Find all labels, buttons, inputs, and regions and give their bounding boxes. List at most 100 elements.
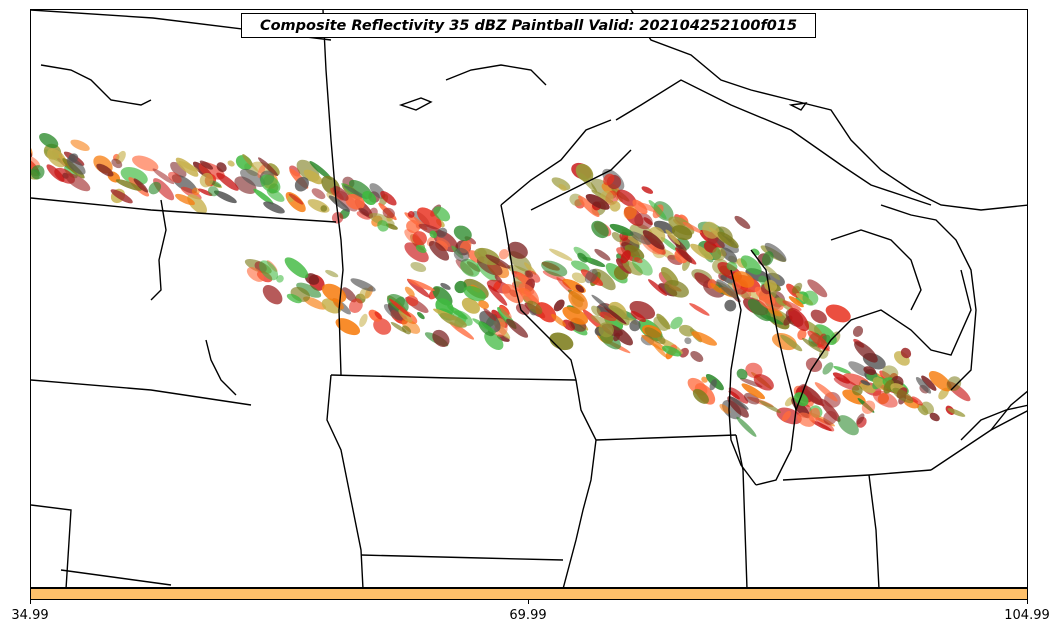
- paintball-blob: [401, 325, 412, 335]
- paintball-blob: [309, 160, 332, 181]
- paintball-blob: [506, 318, 529, 338]
- paintball-blob: [591, 294, 610, 310]
- paintball-blob: [741, 383, 766, 400]
- paintball-layer: [31, 133, 971, 437]
- canada-north-shore: [630, 10, 1027, 211]
- paintball-blob: [726, 261, 738, 272]
- paintball-blob: [863, 366, 876, 375]
- paintball-blob: [620, 250, 631, 264]
- paintball-blob: [541, 260, 568, 277]
- paintball-blob: [811, 420, 832, 431]
- paintball-blob: [253, 188, 274, 205]
- paintball-blob: [494, 275, 503, 284]
- paintball-blob: [823, 410, 837, 425]
- paintball-blob: [861, 400, 876, 414]
- iowa-west: [326, 374, 364, 587]
- paintball-blob: [851, 385, 863, 396]
- paintball-blob: [416, 207, 442, 230]
- paintball-blob: [111, 158, 123, 169]
- paintball-blob: [802, 337, 822, 353]
- map-canvas: [31, 10, 1027, 587]
- paintball-blob: [712, 247, 726, 261]
- paintball-blob: [152, 168, 175, 185]
- paintball-blob: [406, 295, 419, 307]
- paintball-blob: [216, 172, 239, 191]
- paintball-blob: [641, 186, 654, 194]
- lower-mi-east: [795, 269, 972, 411]
- paintball-blob: [305, 273, 320, 285]
- ontario-shore: [990, 390, 1027, 431]
- paintball-blob: [439, 312, 467, 328]
- paintball-blob: [652, 343, 668, 358]
- mo-river-sd: [205, 339, 237, 396]
- paintball-blob: [921, 401, 935, 415]
- paintball-blob: [736, 416, 757, 437]
- paintball-blob: [259, 260, 279, 281]
- paintball-blob: [549, 248, 573, 261]
- paintball-blob: [644, 327, 666, 345]
- paintball-blob: [175, 157, 199, 177]
- paintball-blob: [115, 179, 142, 191]
- lake-superior-south: [500, 119, 612, 206]
- paintball-blob: [684, 337, 692, 345]
- paintball-blob: [653, 316, 669, 331]
- paintball-blob: [609, 223, 634, 236]
- paintball-blob: [39, 133, 59, 149]
- paintball-blob: [417, 311, 425, 320]
- paintball-blob: [632, 199, 648, 215]
- paintball-blob: [96, 163, 114, 177]
- paintball-blob: [382, 207, 395, 219]
- paintball-blob: [719, 403, 731, 414]
- paintball-blob: [407, 279, 435, 291]
- paintball-blob: [207, 186, 219, 197]
- paintball-blob: [70, 139, 90, 151]
- paintball-blob: [311, 188, 326, 200]
- paintball-blob: [822, 362, 834, 375]
- paintball-blob: [332, 185, 349, 201]
- paintball-blob: [734, 215, 751, 229]
- paintball-blob: [653, 220, 676, 235]
- paintball-blob: [410, 262, 427, 272]
- kansas-line: [31, 504, 72, 587]
- paintball-blob: [808, 407, 820, 423]
- paintball-blob: [782, 410, 791, 422]
- paintball-blob: [648, 279, 667, 296]
- paintball-blob: [168, 171, 182, 184]
- paintball-blob: [472, 318, 496, 334]
- paintball-blob: [754, 286, 776, 305]
- paintball-blob: [47, 148, 67, 168]
- paintball-blob: [284, 257, 309, 279]
- paintball-blob: [436, 237, 451, 248]
- paintball-blob: [285, 192, 306, 213]
- paintball-blob: [433, 206, 451, 222]
- paintball-blob: [553, 299, 565, 312]
- paintball-blob: [325, 269, 339, 278]
- paintball-blob: [671, 225, 693, 241]
- paintball-blob: [603, 306, 627, 325]
- paintball-blob: [675, 244, 693, 263]
- isle-royale: [398, 97, 433, 111]
- paintball-blob: [782, 300, 802, 311]
- colorbar-tick-left: [30, 600, 31, 604]
- paintball-blob: [892, 387, 914, 404]
- paintball-blob: [915, 377, 932, 394]
- dakota-river: [445, 64, 547, 86]
- paintball-blob: [303, 296, 327, 310]
- paintball-blob: [788, 307, 810, 332]
- paintball-blob: [383, 304, 403, 321]
- sd-ne-border: [31, 379, 252, 406]
- paintball-blob: [485, 254, 511, 269]
- paintball-blob: [775, 297, 787, 307]
- paintball-blob: [461, 297, 480, 314]
- paintball-blob: [412, 231, 427, 246]
- paintball-blob: [332, 298, 344, 310]
- paintball-blob: [65, 173, 91, 192]
- paintball-blob: [911, 396, 923, 406]
- paintball-blob: [487, 284, 508, 306]
- paintball-blob: [515, 303, 530, 316]
- paintball-blob: [120, 167, 148, 185]
- paintball-blob: [797, 329, 807, 340]
- paintball-blob: [478, 300, 489, 309]
- paintball-blob: [660, 237, 678, 252]
- paintball-blob: [854, 341, 878, 363]
